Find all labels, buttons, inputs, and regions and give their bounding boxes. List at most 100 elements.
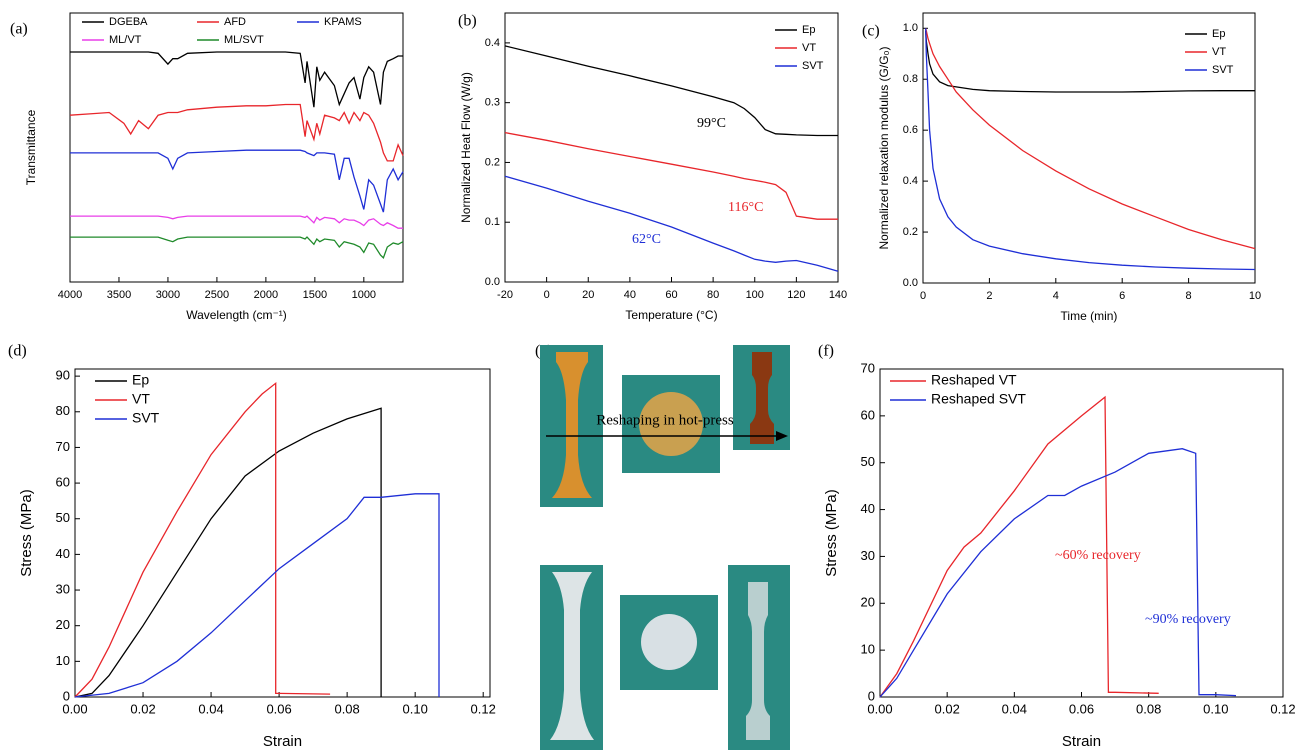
x-tick-label: 0.06 [266,701,291,716]
legend-label: Ep [1212,28,1225,40]
annotation: ~60% recovery [1055,548,1141,563]
x-tick-label: 0.02 [130,701,155,716]
series-line [69,103,404,162]
legend-label: ML/SVT [224,34,264,46]
series-line [879,448,1237,698]
y-tick-label: 0.6 [903,124,918,136]
x-tick-label: 60 [665,289,677,301]
legend-label: SVT [1212,64,1234,76]
scraps [641,614,697,670]
series-line [925,28,1256,271]
y-tick-label: 0.4 [485,37,500,49]
x-tick-label: 6 [1119,290,1125,302]
specimen [552,352,592,498]
y-tick-label: 0.4 [903,175,918,187]
series-line [879,395,1159,698]
y-tick-label: 20 [56,617,70,632]
legend-label: Ep [802,24,815,36]
y-tick-label: 0 [868,688,875,703]
y-tick-label: 40 [56,546,70,561]
x-tick-label: 3000 [156,289,180,301]
x-axis-title: Temperature (°C) [625,308,717,322]
y-axis-title: Stress (MPa) [18,489,35,577]
x-tick-label: 4000 [58,289,82,301]
annotation: ~90% recovery [1145,612,1231,627]
panel-label: (b) [458,13,477,30]
y-tick-label: 30 [861,548,875,563]
x-tick-label: 0.10 [403,701,428,716]
series-line [74,493,440,698]
y-tick-label: 60 [56,475,70,490]
y-tick-label: 10 [56,653,70,668]
series-line [504,131,838,220]
x-tick-label: 3500 [107,289,131,301]
x-tick-label: 80 [707,289,719,301]
specimen [750,352,774,444]
x-tick-label: 0.08 [1136,701,1161,716]
x-tick-label: 40 [624,289,636,301]
x-tick-label: 0 [920,290,926,302]
x-tick-label: 2 [986,290,992,302]
x-tick-label: 0.02 [935,701,960,716]
series-line [74,407,382,698]
x-tick-label: 1500 [303,289,327,301]
x-tick-label: 0.04 [1002,701,1027,716]
x-tick-label: 0.06 [1069,701,1094,716]
y-tick-label: 0.8 [903,73,918,85]
y-tick-label: 0.2 [903,226,918,238]
y-tick-label: 30 [56,581,70,596]
legend-label: SVT [802,60,824,72]
y-tick-label: 20 [861,595,875,610]
x-tick-label: 0.12 [1270,701,1295,716]
y-tick-label: 1.0 [903,22,918,34]
y-tick-label: 70 [861,360,875,375]
x-tick-label: 0 [544,289,550,301]
x-tick-label: 0.00 [867,701,892,716]
x-tick-label: 2500 [205,289,229,301]
y-tick-label: 40 [861,501,875,516]
scraps [639,392,703,456]
specimen [746,582,770,740]
y-axis-title: Normalized Heat Flow (W/g) [459,72,473,223]
panel-label: (c) [862,23,880,40]
series-line [925,28,1256,250]
x-tick-label: 8 [1186,290,1192,302]
x-axis-title: Strain [263,733,302,750]
series-line [70,149,404,213]
y-tick-label: 80 [56,403,70,418]
x-tick-label: 10 [1249,290,1261,302]
series-line [70,215,403,229]
plot-frame [504,12,839,283]
y-tick-label: 90 [56,368,70,383]
y-tick-label: 60 [861,407,875,422]
y-tick-label: 0.0 [485,276,500,288]
panel-label: (d) [8,343,27,360]
legend-label: VT [802,42,816,54]
x-axis-title: Strain [1062,733,1101,750]
y-tick-label: 70 [56,439,70,454]
legend-label: DGEBA [109,16,148,28]
y-tick-label: 0.2 [485,156,500,168]
y-tick-label: 0 [63,688,70,703]
x-tick-label: 1000 [352,289,376,301]
annotation: 116°C [728,200,763,215]
legend-label: Reshaped SVT [931,391,1026,407]
y-tick-label: 0.0 [903,277,918,289]
series-line [70,236,404,259]
legend-label: SVT [132,410,160,426]
x-tick-label: 20 [582,289,594,301]
y-axis-title: Stress (MPa) [823,489,840,577]
annotation: 99°C [697,116,726,131]
y-axis-title: Normalized relaxation modulus (G/G₀) [877,46,891,249]
series-line [504,45,838,137]
y-tick-label: 0.3 [485,97,500,109]
specimen [550,572,594,740]
x-tick-label: 0.12 [471,701,496,716]
x-axis-title: Time (min) [1061,309,1118,323]
legend-label: VT [1212,46,1226,58]
plot-frame [74,368,491,698]
annotation: 62°C [632,232,661,247]
arrow-head [776,431,788,441]
x-tick-label: 2000 [254,289,278,301]
series-line [74,381,331,698]
